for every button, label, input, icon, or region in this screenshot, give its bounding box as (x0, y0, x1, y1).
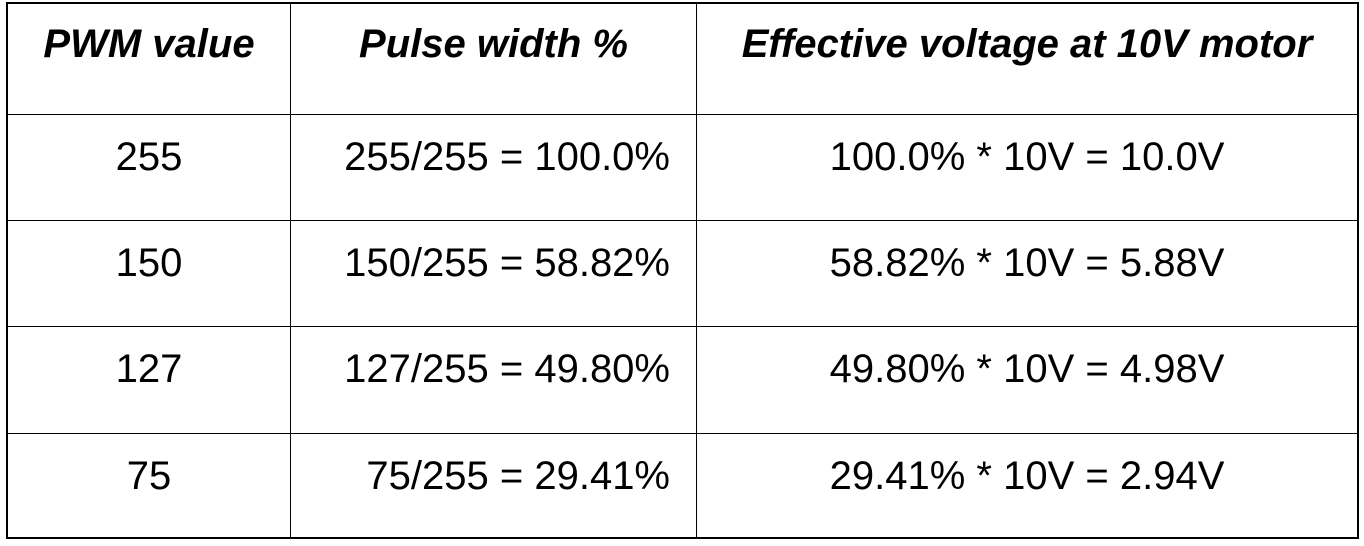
cell-effective-voltage: 49.80% * 10V = 4.98V (697, 327, 1357, 434)
pwm-table: PWM value Pulse width % Effective voltag… (6, 2, 1359, 539)
cell-effective-voltage: 58.82% * 10V = 5.88V (697, 221, 1357, 327)
cell-pulse-width: 75/255 = 29.41% (291, 434, 697, 537)
cell-pwm-value: 255 (8, 115, 291, 221)
header-pulse-width: Pulse width % (291, 4, 697, 115)
cell-pulse-width: 150/255 = 58.82% (291, 221, 697, 327)
cell-pulse-width: 255/255 = 100.0% (291, 115, 697, 221)
header-effective-voltage: Effective voltage at 10V motor (697, 4, 1357, 115)
cell-pulse-width: 127/255 = 49.80% (291, 327, 697, 434)
cell-pwm-value: 75 (8, 434, 291, 537)
cell-effective-voltage: 29.41% * 10V = 2.94V (829, 454, 1225, 498)
header-pwm-value: PWM value (8, 4, 291, 115)
cell-pwm-value: 150 (8, 221, 291, 327)
cell-pwm-value: 127 (8, 327, 291, 434)
cell-effective-voltage: 100.0% * 10V = 10.0V (697, 115, 1357, 221)
